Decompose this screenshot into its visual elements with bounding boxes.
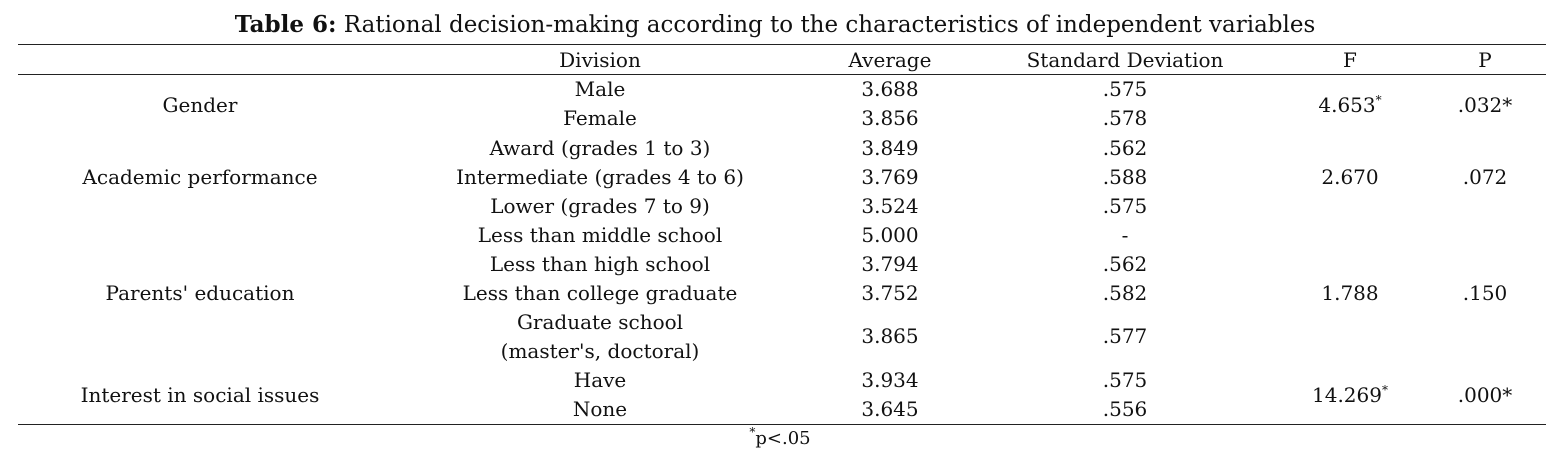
sd-cell: .562 [1102,136,1148,160]
header-average: Average [848,48,932,72]
f-value: 14.269 [1312,383,1382,407]
f-value: 2.670 [1321,165,1379,189]
group-label-gender: Gender [162,93,238,117]
sd-cell: .562 [1102,252,1148,276]
average-cell: 3.794 [861,252,919,276]
table-caption: Table 6: Rational decision-making accord… [0,10,1550,40]
header-division: Division [559,48,641,72]
average-cell: 3.849 [861,136,919,160]
division-cell: None [572,397,628,421]
division-cell: Less than high school [489,252,711,276]
sd-cell: - [1121,223,1129,247]
division-cell: Less than middle school [477,223,723,247]
sd-cell: .575 [1102,368,1148,392]
footnote-text: p<.05 [755,428,811,449]
table-label: Table 6: [234,11,337,38]
f-value-gender: 4.653* [1290,91,1410,120]
division-cell: Award (grades 1 to 3) [489,136,711,160]
sd-cell: .556 [1102,397,1148,421]
division-cell: Intermediate (grades 4 to 6) [456,165,744,189]
sd-cell: .575 [1102,77,1148,101]
header-rule [18,74,1546,75]
f-value-interest-in-social-issues: 14.269* [1290,381,1410,410]
f-value-parents-education: 1.788 [1290,279,1410,308]
division-cell-continuation: (master's, doctoral) [500,339,700,363]
f-value: 1.788 [1321,281,1379,305]
significance-mark: * [1375,93,1382,107]
average-cell: 5.000 [861,223,919,247]
group-label-interest-in-social-issues: Interest in social issues [80,383,320,407]
f-value: 4.653 [1318,93,1376,117]
sd-cell: .582 [1102,281,1148,305]
sd-cell: .575 [1102,194,1148,218]
average-cell: 3.688 [861,77,919,101]
sd-cell: .588 [1102,165,1148,189]
top-rule [18,44,1546,45]
header-f: F [1343,48,1357,72]
division-cell: Female [563,106,637,130]
average-cell: 3.752 [861,281,919,305]
average-cell: 3.645 [861,397,919,421]
header-standard-deviation: Standard Deviation [1026,48,1224,72]
header-p: P [1478,48,1492,72]
division-cell: Lower (grades 7 to 9) [490,194,710,218]
sd-cell: .578 [1102,106,1148,130]
bottom-rule [18,424,1546,425]
p-value-parents-education: .150 [1462,281,1508,305]
division-cell: Have [573,368,627,392]
division-cell: Graduate school [516,310,684,334]
division-cell: Male [574,77,626,101]
average-cell: 3.934 [861,368,919,392]
average-cell: 3.856 [861,106,919,130]
division-cell: Less than college graduate [462,281,738,305]
p-value-gender: .032* [1457,93,1513,117]
footnote-mark: * [749,425,756,439]
group-label-academic-performance: Academic performance [82,165,318,189]
average-cell: 3.865 [861,324,919,348]
group-label-parents-education: Parents' education [105,281,295,305]
p-value-academic-performance: .072 [1462,165,1508,189]
sd-cell: .577 [1102,324,1148,348]
average-cell: 3.524 [861,194,919,218]
average-cell: 3.769 [861,165,919,189]
footnote: *p<.05 [700,425,860,451]
table-title: Rational decision-making according to th… [336,12,1316,38]
p-value-interest-in-social-issues: .000* [1457,383,1513,407]
significance-mark: * [1381,383,1388,397]
f-value-academic-performance: 2.670 [1290,163,1410,192]
